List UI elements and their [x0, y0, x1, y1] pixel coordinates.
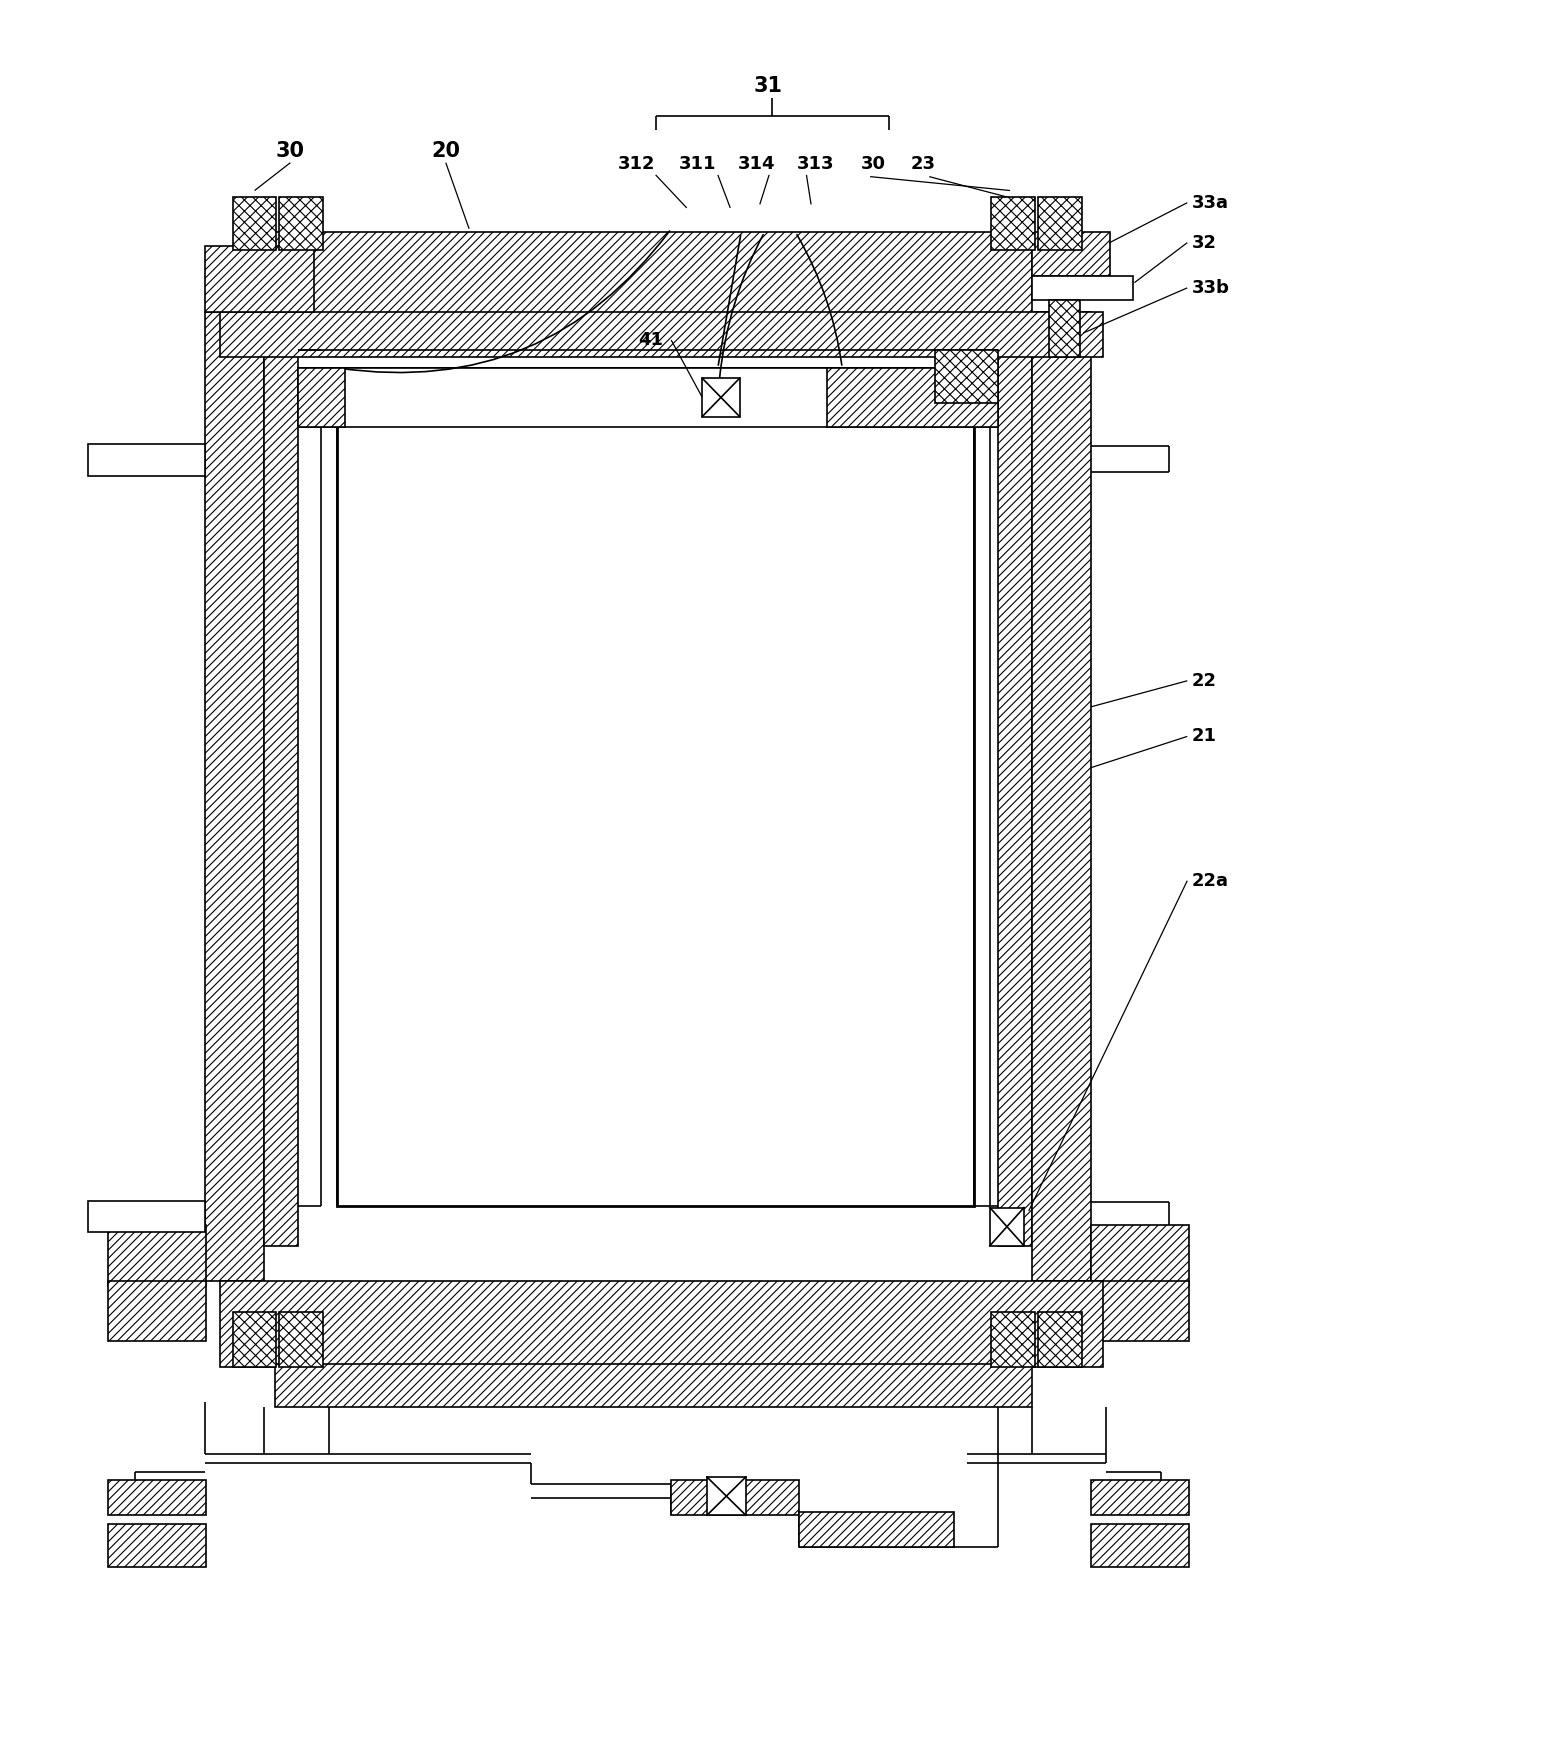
Text: 32: 32	[1192, 234, 1217, 251]
Bar	[998, 351, 1031, 1245]
Bar	[992, 197, 1034, 249]
Bar	[1090, 1280, 1189, 1341]
Bar	[345, 380, 959, 1196]
Bar	[204, 246, 314, 312]
Bar	[702, 378, 739, 417]
Text: 312: 312	[618, 155, 655, 173]
Bar	[275, 1364, 1031, 1407]
Text: 20: 20	[431, 141, 460, 160]
Text: 22a: 22a	[1192, 872, 1229, 889]
Bar	[220, 1280, 1103, 1367]
Text: 33b: 33b	[1192, 279, 1229, 296]
Bar	[992, 1311, 1034, 1367]
Text: 30: 30	[276, 141, 304, 160]
Bar	[1031, 232, 1109, 276]
Bar	[204, 312, 264, 1280]
Text: 30: 30	[861, 155, 886, 173]
Bar	[89, 445, 204, 476]
Bar	[707, 1477, 746, 1516]
Bar	[109, 1280, 206, 1341]
Bar	[275, 232, 1031, 316]
Bar	[264, 351, 298, 1245]
Bar	[1031, 312, 1090, 1280]
Bar	[232, 1311, 276, 1367]
Bar	[827, 368, 998, 427]
Text: 21: 21	[1192, 727, 1217, 745]
Bar	[232, 197, 276, 249]
Bar	[220, 312, 1103, 358]
Bar	[109, 1524, 206, 1568]
Bar	[991, 1207, 1023, 1245]
Bar	[1090, 1224, 1189, 1285]
Text: 23: 23	[911, 155, 936, 173]
Bar	[1031, 276, 1133, 300]
Bar	[109, 1224, 206, 1285]
Bar	[671, 1481, 799, 1516]
Text: 313: 313	[797, 155, 835, 173]
Bar	[1037, 1311, 1081, 1367]
Bar	[1037, 197, 1081, 249]
Bar	[298, 368, 345, 427]
Bar	[109, 1481, 206, 1516]
Bar	[279, 1311, 323, 1367]
Text: 314: 314	[738, 155, 775, 173]
Bar	[298, 368, 998, 427]
Bar	[1048, 300, 1080, 358]
Bar	[89, 1200, 204, 1231]
Text: 311: 311	[679, 155, 716, 173]
Text: 22: 22	[1192, 671, 1217, 691]
Bar	[337, 368, 975, 1205]
Bar	[799, 1512, 955, 1547]
Text: 33a: 33a	[1192, 194, 1229, 211]
Text: 41: 41	[638, 331, 663, 349]
Bar	[1090, 1481, 1189, 1516]
Bar	[279, 197, 323, 249]
Text: 31: 31	[753, 77, 782, 96]
Bar	[936, 351, 998, 403]
Bar	[1090, 1524, 1189, 1568]
